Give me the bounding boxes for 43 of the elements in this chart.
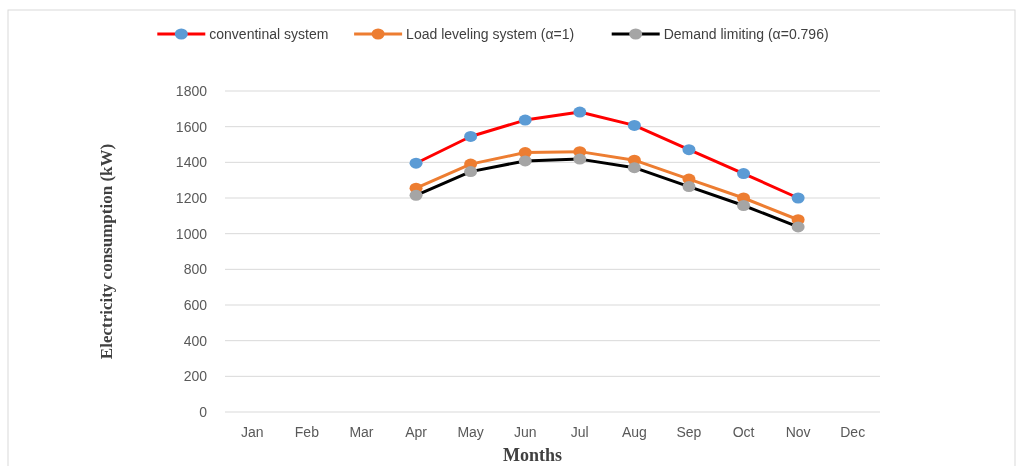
point xyxy=(518,155,532,167)
x-tick-label: Aug xyxy=(621,424,647,440)
point xyxy=(518,114,532,126)
y-tick-label: 600 xyxy=(183,297,208,313)
y-tick-label: 1800 xyxy=(175,83,208,99)
point xyxy=(464,130,478,142)
x-axis-title: Months xyxy=(502,445,563,465)
point xyxy=(627,119,641,131)
x-tick-label: Mar xyxy=(349,424,374,440)
point xyxy=(573,153,587,165)
y-tick-label: 1200 xyxy=(175,190,208,206)
point xyxy=(464,166,478,178)
point xyxy=(682,181,696,193)
x-tick-label: Jul xyxy=(570,424,589,440)
x-tick-label: Dec xyxy=(840,424,866,440)
x-tick-label: Feb xyxy=(294,424,320,440)
point xyxy=(682,144,696,156)
legend-label: conventinal system xyxy=(209,26,329,42)
point xyxy=(737,199,751,211)
x-tick-label: Apr xyxy=(405,424,428,440)
y-tick-label: 400 xyxy=(183,332,208,349)
point xyxy=(409,189,423,201)
legend-label: Load leveling system (α=1) xyxy=(406,26,575,42)
y-tick-label: 0 xyxy=(199,404,208,420)
y-tick-label: 1000 xyxy=(175,225,208,242)
x-tick-label: Nov xyxy=(785,424,811,440)
y-tick-label: 200 xyxy=(183,368,208,385)
y-tick-label: 800 xyxy=(183,261,208,278)
point xyxy=(737,168,751,180)
x-tick-label: Sep xyxy=(676,424,702,440)
point xyxy=(791,192,805,204)
x-tick-label: Oct xyxy=(732,424,755,440)
y-axis-title: Electricity consumption (kW) xyxy=(97,143,116,360)
point xyxy=(409,157,423,169)
x-tick-label: Jun xyxy=(513,424,537,440)
y-tick-label: 1600 xyxy=(175,118,208,135)
point xyxy=(627,162,641,174)
legend-label: Demand limiting (α=0.796) xyxy=(663,26,829,42)
point xyxy=(573,106,587,118)
x-tick-label: May xyxy=(457,424,484,440)
y-tick-label: 1400 xyxy=(175,154,208,171)
x-tick-label: Jan xyxy=(241,424,264,440)
point xyxy=(791,221,805,233)
